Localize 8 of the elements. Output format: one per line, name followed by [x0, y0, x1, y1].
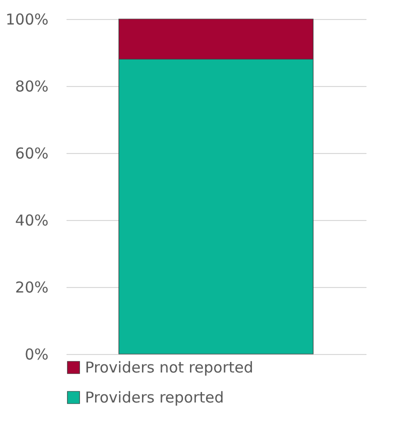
y-tick-label: 40%	[15, 212, 48, 230]
y-tick-label: 80%	[15, 78, 48, 96]
y-tick-label: 60%	[15, 144, 48, 162]
legend-label: Providers reported	[85, 388, 224, 406]
y-tick-label: 100%	[6, 10, 48, 28]
y-tick-label: 0%	[24, 346, 48, 364]
legend-label: Providers not reported	[85, 358, 254, 376]
y-tick-label: 20%	[15, 278, 48, 296]
